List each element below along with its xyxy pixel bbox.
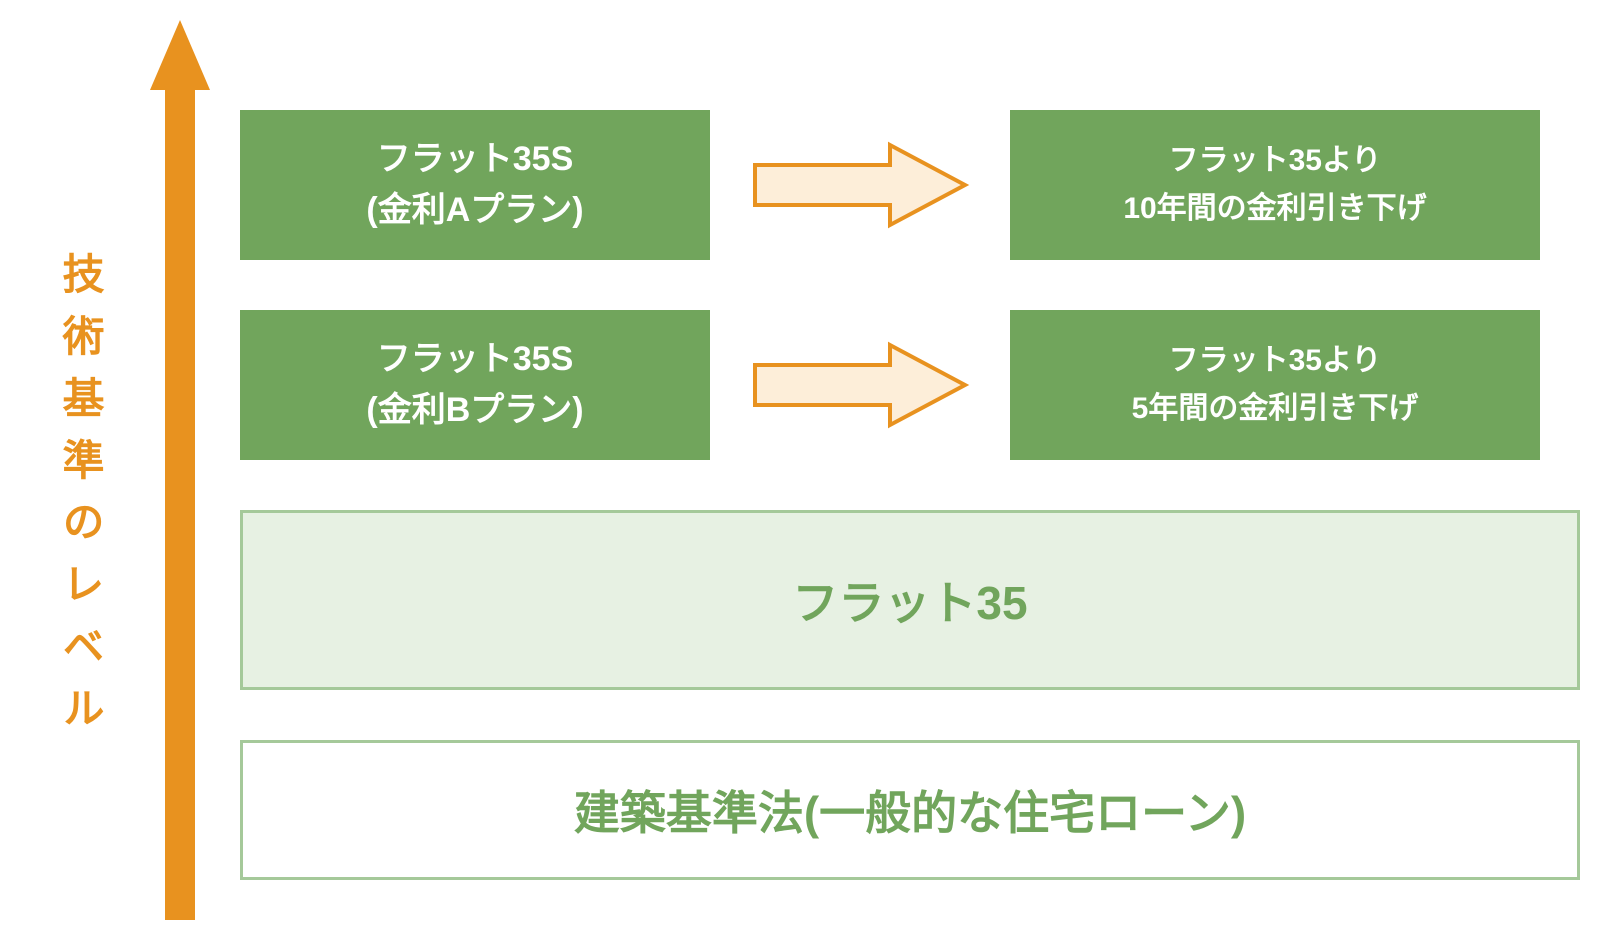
technical-standard-diagram: 技術基準のレベル フラット35S (金利Aプラン) フラット35より 10年間の… [20,20,1580,920]
plan-a-line1: フラット35S [377,134,574,185]
plan-b-box: フラット35S (金利Bプラン) [240,310,710,460]
benefit-a-line1: フラット35より [1169,137,1382,185]
benefit-a-line2: 10年間の金利引き下げ [1123,185,1426,233]
benefit-a-box: フラット35より 10年間の金利引き下げ [1010,110,1540,260]
plan-b-line1: フラット35S [377,334,574,385]
right-arrow-icon [750,340,970,430]
plan-b-row: フラット35S (金利Bプラン) フラット35より 5年間の金利引き下げ [240,310,1580,460]
building-law-box: 建築基準法(一般的な住宅ローン) [240,740,1580,880]
plan-a-line2: (金利Aプラン) [366,185,583,236]
up-arrow-icon [150,20,210,920]
flat35-box: フラット35 [240,510,1580,690]
plan-a-row: フラット35S (金利Aプラン) フラット35より 10年間の金利引き下げ [240,110,1580,260]
law-label: 建築基準法(一般的な住宅ローン) [574,777,1246,843]
flat35-label: フラット35 [792,567,1027,633]
benefit-b-line2: 5年間の金利引き下げ [1132,385,1419,433]
content-area: フラット35S (金利Aプラン) フラット35より 10年間の金利引き下げ フラ… [240,20,1580,920]
plan-a-box: フラット35S (金利Aプラン) [240,110,710,260]
axis-label-text: 技術基準のレベル [50,252,111,748]
plan-b-line2: (金利Bプラン) [366,385,583,436]
benefit-b-line1: フラット35より [1169,337,1382,385]
axis-label: 技術基準のレベル [50,140,111,860]
right-arrow-icon [750,140,970,230]
benefit-b-box: フラット35より 5年間の金利引き下げ [1010,310,1540,460]
